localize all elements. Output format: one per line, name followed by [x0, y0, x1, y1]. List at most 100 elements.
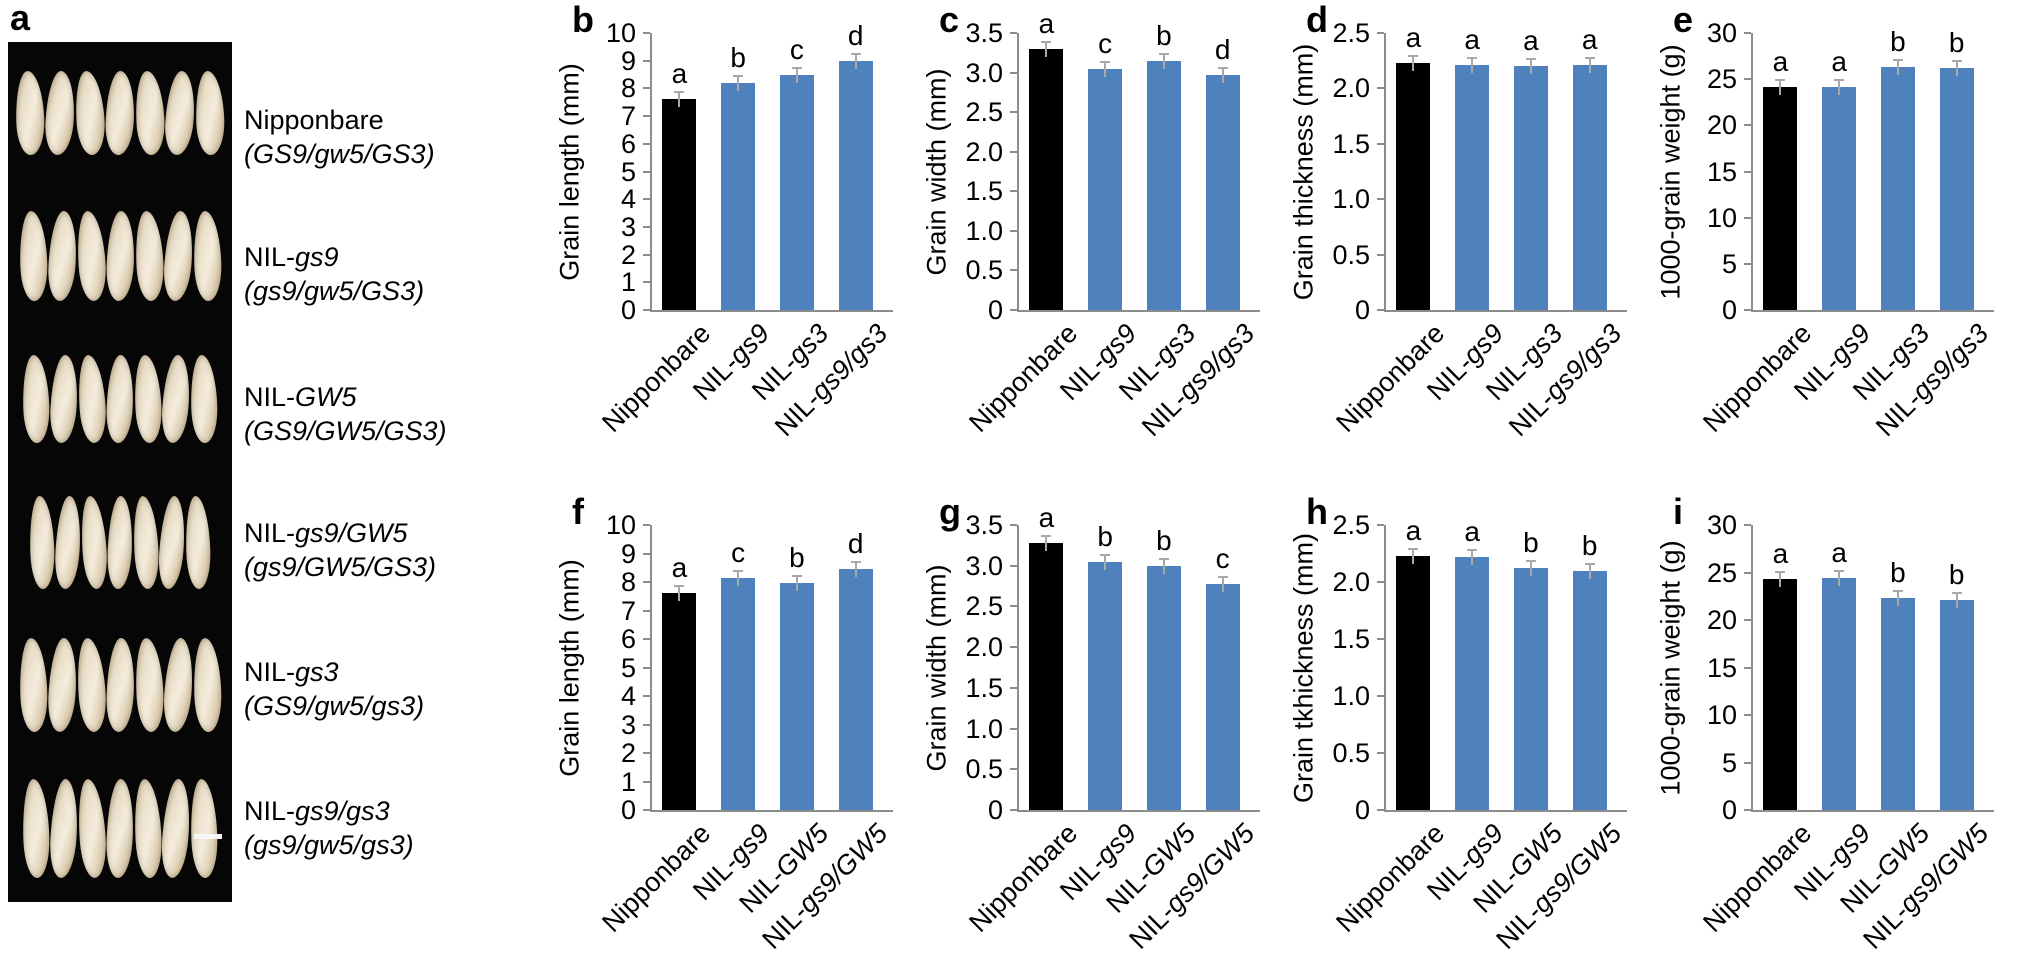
bar-d-1 — [1455, 65, 1490, 310]
error-bar — [1838, 78, 1841, 95]
y-tick-mark — [1744, 216, 1751, 219]
label-roman-part: NIL- — [244, 796, 296, 826]
error-bar-cap — [1525, 58, 1536, 61]
y-tick-label: 1.5 — [1332, 624, 1370, 654]
error-bar-cap — [1834, 570, 1845, 573]
bar-d-3 — [1572, 65, 1607, 310]
grain-image — [21, 354, 51, 444]
bar-i-0 — [1763, 579, 1798, 810]
y-tick-mark — [1010, 727, 1017, 730]
significance-letter: b — [1890, 26, 1906, 58]
bar-i-1 — [1822, 578, 1857, 810]
genotype-label-name: NIL-gs9/gs3 — [244, 794, 454, 828]
significance-letter: b — [789, 542, 805, 574]
error-bar — [854, 561, 857, 578]
bar-b-3 — [838, 60, 873, 310]
grain-image — [189, 354, 219, 444]
y-tick-label: 5 — [1721, 747, 1737, 778]
y-axis-line — [1017, 525, 1019, 812]
grain-image — [191, 637, 223, 733]
scale-bar — [194, 834, 222, 839]
y-tick-mark — [1010, 150, 1017, 153]
genotype-label-name: NIL-gs9 — [244, 240, 454, 274]
error-bar-cap — [1467, 548, 1478, 551]
chart-panel-h: h Grain tkhickness (mm) 2.5 2.0 1.5 1.0 0.5 0 a N… — [1282, 478, 1627, 955]
genotype-label-alleles: (GS9/gw5/gs3) — [244, 691, 425, 721]
y-tick-label: 2.0 — [965, 136, 1003, 167]
y-tick-label: 0.5 — [1332, 239, 1370, 270]
label-roman-part: NIL- — [244, 242, 296, 272]
error-bar — [737, 569, 740, 586]
y-tick-mark — [643, 253, 650, 256]
error-bar — [1779, 78, 1782, 95]
y-tick-label: 3 — [620, 709, 636, 740]
bar-g-1 — [1088, 562, 1123, 810]
grain-image — [104, 210, 136, 302]
error-bar-cap — [733, 74, 744, 77]
y-tick-mark — [1377, 809, 1384, 811]
y-tick-mark — [1377, 198, 1384, 201]
genotype-label-alleles: (gs9/gw5/gs3) — [244, 830, 414, 860]
bar-f-2 — [779, 583, 814, 810]
chart-panel-c: c Grain width (mm) 3.5 3.0 2.5 2.0 1.5 1.0 0.5 0 a… — [915, 0, 1260, 477]
error-bar — [854, 52, 857, 69]
grain-image — [46, 210, 78, 302]
chart-panel-g: g Grain width (mm) 3.5 3.0 2.5 2.0 1.5 1.0 0.5 0 a… — [915, 478, 1260, 955]
bar-g-3 — [1205, 583, 1240, 810]
grain-image — [78, 494, 110, 590]
grain-image — [159, 354, 193, 444]
y-tick-label: 7 — [620, 101, 636, 132]
y-tick-label: 9 — [620, 45, 636, 76]
error-bar — [1955, 592, 1958, 609]
error-bar — [1588, 562, 1591, 579]
y-tick-label: 5 — [620, 652, 636, 683]
x-axis-line — [1751, 310, 1994, 312]
bar-f-3 — [838, 569, 873, 810]
y-tick-mark — [1377, 87, 1384, 90]
significance-letter: a — [1405, 21, 1422, 53]
y-tick-label: 10 — [605, 18, 636, 48]
significance-letter: b — [1890, 557, 1906, 589]
y-tick-label: 2 — [620, 239, 636, 270]
y-tick-label: 8 — [620, 567, 636, 597]
y-tick-mark — [1744, 309, 1751, 311]
error-bar — [678, 585, 681, 602]
y-tick-mark — [1744, 124, 1751, 127]
y-tick-mark — [1010, 71, 1017, 74]
error-bar-cap — [850, 52, 861, 55]
y-tick-mark — [643, 581, 650, 583]
y-tick-label: 3.0 — [965, 57, 1003, 88]
bar-f-1 — [721, 577, 756, 810]
error-bar — [1588, 57, 1591, 74]
y-tick-label: 1.5 — [965, 672, 1003, 703]
y-tick-label: 25 — [1706, 64, 1737, 95]
y-tick-label: 10 — [605, 510, 636, 540]
genotype-label-name: NIL-gs9/GW5 — [244, 516, 454, 550]
y-tick-label: 1.5 — [1332, 128, 1370, 159]
bar-b-0 — [662, 99, 697, 310]
label-roman-part: Nipponbare — [244, 105, 384, 135]
y-tick-label: 0 — [987, 295, 1003, 325]
significance-letter: a — [1831, 537, 1847, 569]
grain-image — [132, 354, 164, 444]
significance-letter: b — [1523, 527, 1539, 559]
genotype-label-alleles: (gs9/gw5/GS3) — [244, 276, 425, 306]
error-bar-cap — [1100, 554, 1111, 557]
panel-letter-i: i — [1673, 491, 1684, 532]
grain-image — [105, 354, 135, 444]
grain-image — [17, 210, 49, 302]
grain-image — [28, 495, 56, 589]
genotype-label: Nipponbare (GS9/gw5/GS3) — [244, 103, 454, 171]
grain-image — [14, 70, 46, 156]
x-axis-line — [1017, 810, 1260, 812]
error-bar-cap — [1100, 60, 1111, 63]
y-tick-label: 0 — [620, 295, 636, 325]
bar-b-1 — [721, 82, 756, 310]
grain-image — [131, 494, 161, 590]
bar-c-0 — [1029, 48, 1064, 310]
y-tick-label: 0 — [1721, 295, 1737, 325]
grain-image — [43, 70, 77, 156]
error-bar — [1471, 548, 1474, 565]
y-tick-label: 6 — [620, 624, 636, 654]
error-bar-cap — [733, 569, 744, 572]
